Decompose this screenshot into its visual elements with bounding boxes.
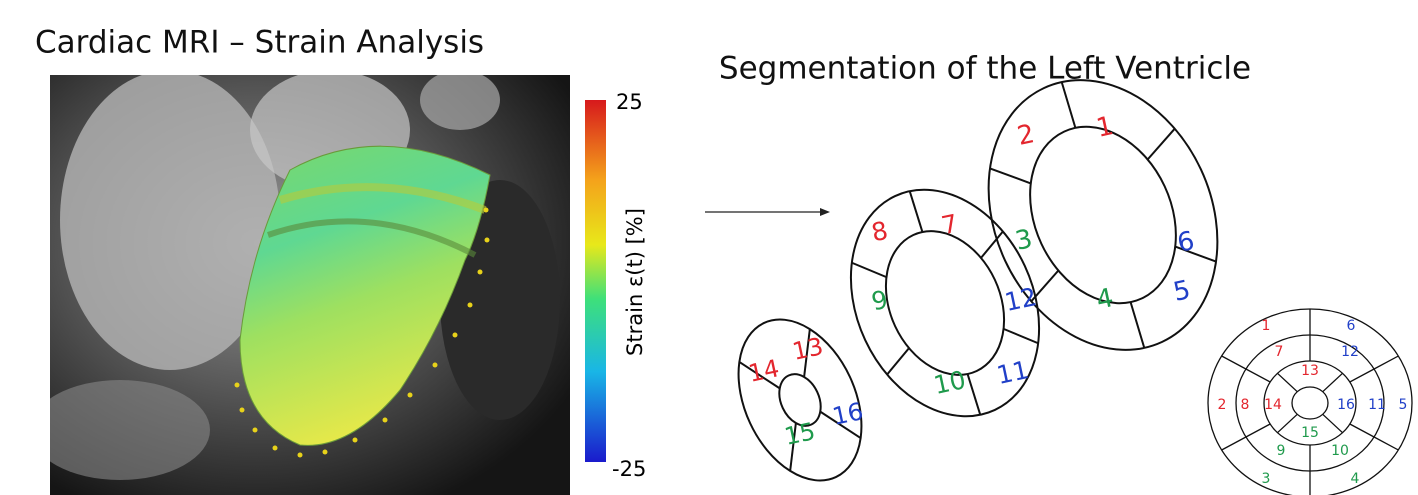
bullseye-label: 15 (1301, 425, 1319, 441)
bullseye-label: 10 (1331, 443, 1349, 459)
bullseye-divider (1277, 414, 1297, 432)
bullseye-label: 5 (1399, 397, 1408, 413)
bullseye-label: 12 (1341, 344, 1359, 360)
bullseye-label: 6 (1347, 318, 1356, 334)
segment-label: 13 (790, 332, 826, 366)
segment-divider (1055, 82, 1081, 128)
segment-divider (881, 348, 915, 374)
bullseye-divider (1350, 424, 1374, 437)
bullseye-label: 14 (1264, 397, 1282, 413)
arrow-head (820, 208, 830, 216)
bullseye-divider (1374, 437, 1398, 450)
bullseye-divider (1323, 373, 1343, 391)
ring (946, 42, 1260, 387)
segment-divider (1141, 129, 1182, 160)
segment-label: 5 (1171, 275, 1193, 308)
segment-divider (1124, 302, 1150, 348)
segment-label: 9 (869, 285, 891, 317)
segment-label: 3 (1013, 224, 1035, 257)
right-title: Segmentation of the Left Ventricle (719, 51, 1251, 87)
colorbar-label: Strain ε(t) [%] (623, 208, 647, 356)
bullseye-label: 16 (1337, 397, 1355, 413)
segment-label: 14 (746, 354, 782, 388)
segment-divider (1004, 318, 1039, 354)
bullseye-label: 8 (1241, 397, 1250, 413)
bullseye-divider (1246, 424, 1270, 437)
colorbar (585, 100, 606, 462)
bullseye-label: 11 (1368, 397, 1386, 413)
figure: Cardiac MRI – Strain Analysis Segmentati… (0, 0, 1418, 495)
bullseye-label: 4 (1351, 471, 1360, 487)
segment-divider (962, 374, 985, 415)
bullseye-label: 7 (1275, 344, 1284, 360)
colorbar-min: -25 (612, 457, 646, 481)
segment-divider (852, 252, 887, 288)
bullseye-label: 13 (1301, 363, 1319, 379)
segment-label: 10 (931, 365, 968, 400)
segment-label: 8 (869, 216, 891, 248)
bullseye-label: 9 (1277, 443, 1286, 459)
colorbar-max: 25 (616, 90, 643, 114)
bullseye-divider (1222, 356, 1246, 369)
segment-label: 2 (1015, 119, 1037, 152)
bullseye-divider (1323, 414, 1343, 432)
mri-image (30, 70, 570, 495)
segment-label: 4 (1094, 283, 1116, 316)
segment-divider (975, 231, 1009, 257)
ring-outer (946, 42, 1260, 387)
bullseye-divider (1246, 369, 1270, 382)
segment-label: 11 (994, 355, 1031, 390)
segment-label: 7 (939, 209, 961, 241)
segment-label: 1 (1094, 111, 1116, 144)
segment-label: 12 (1002, 282, 1039, 317)
left-title: Cardiac MRI – Strain Analysis (35, 25, 484, 61)
bullseye-divider (1277, 373, 1297, 391)
bullseye-ring (1292, 387, 1328, 419)
segment-divider (905, 191, 928, 232)
segment-label: 6 (1175, 226, 1197, 259)
bullseye-label: 1 (1262, 318, 1271, 334)
bullseye-label: 3 (1262, 471, 1271, 487)
segment-label: 15 (782, 417, 818, 451)
bullseye-divider (1222, 437, 1246, 450)
bullseye-divider (1374, 356, 1398, 369)
segment-label: 16 (830, 397, 866, 431)
segment-divider (990, 155, 1031, 196)
bullseye-label: 2 (1218, 397, 1227, 413)
bullseye-divider (1350, 369, 1374, 382)
